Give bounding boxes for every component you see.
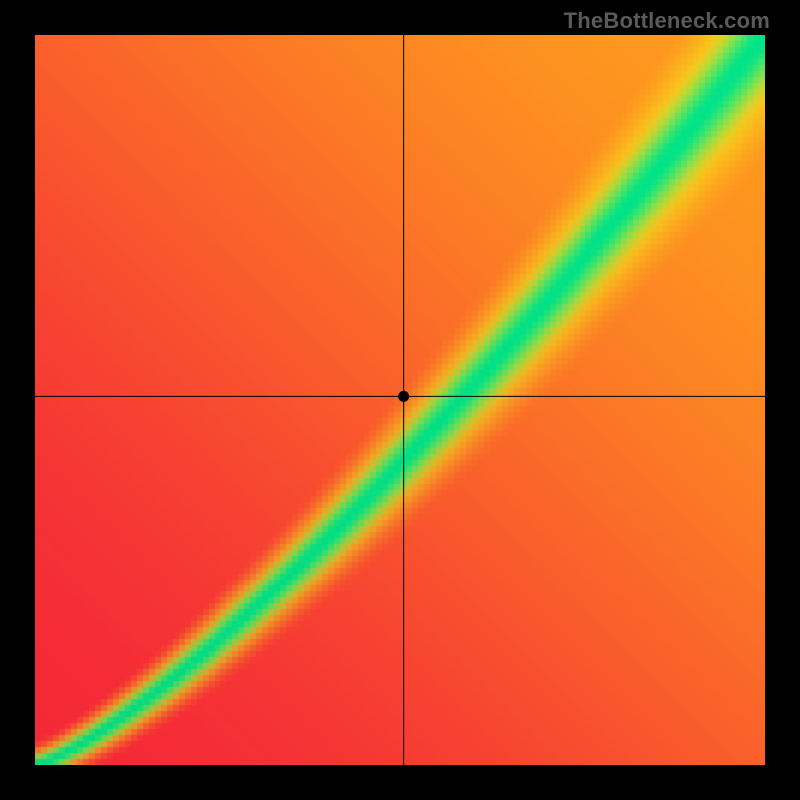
bottleneck-heatmap <box>35 35 765 765</box>
watermark-text: TheBottleneck.com <box>564 8 770 34</box>
chart-container: { "watermark": { "text": "TheBottleneck.… <box>0 0 800 800</box>
